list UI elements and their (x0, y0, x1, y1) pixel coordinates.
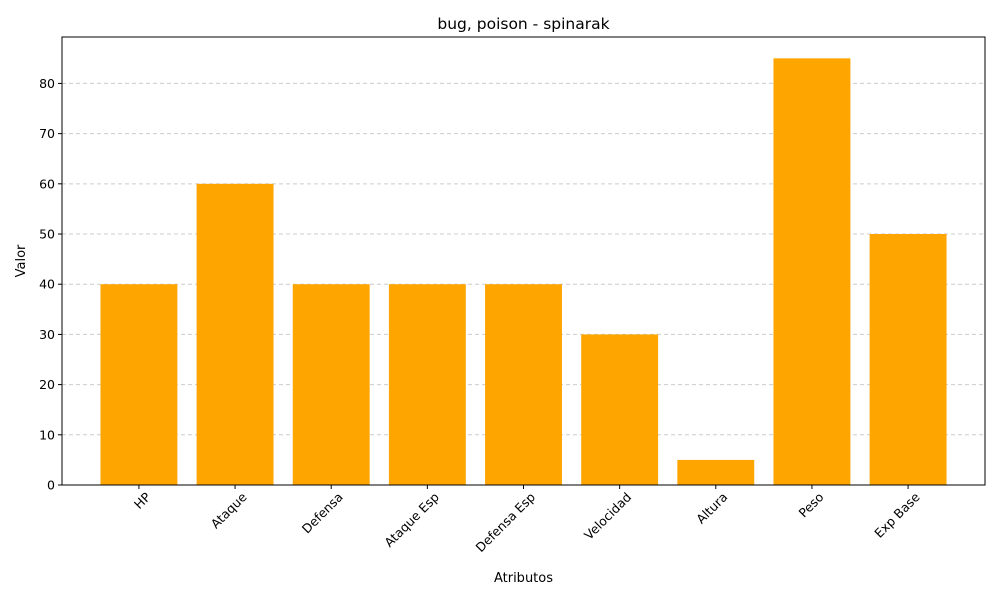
x-tick-label: Defensa Esp (472, 489, 538, 555)
bar (869, 234, 947, 485)
y-tick-label: 0 (47, 478, 55, 493)
y-tick-label: 70 (39, 126, 55, 141)
x-tick-label: Peso (795, 489, 826, 520)
x-tick-label: Ataque (208, 489, 250, 531)
y-tick-label: 20 (39, 377, 55, 392)
x-tick-label: Exp Base (871, 489, 923, 541)
x-tick-label: Altura (693, 489, 730, 526)
y-tick-label: 60 (39, 176, 55, 191)
bar (292, 284, 370, 485)
y-tick-label: 80 (39, 76, 55, 91)
bar (581, 334, 659, 485)
y-tick-label: 40 (39, 277, 55, 292)
bar (773, 58, 851, 485)
bar (100, 284, 178, 485)
x-tick-label: Defensa (299, 489, 346, 536)
bar-layer (100, 58, 947, 485)
bar (196, 183, 274, 485)
x-tick-label: Ataque Esp (381, 489, 442, 550)
x-tick-label: Velocidad (581, 489, 634, 542)
x-tick-label: HP (131, 489, 154, 512)
bar (388, 284, 466, 485)
y-axis-label: Valor (14, 244, 29, 277)
y-tick-label: 50 (39, 227, 55, 242)
y-tick-label: 30 (39, 327, 55, 342)
bar (485, 284, 562, 485)
bar (677, 459, 755, 485)
y-tick-label: 10 (39, 427, 55, 442)
chart-title: bug, poison - spinarak (437, 15, 609, 33)
x-axis-label: Atributos (494, 571, 553, 586)
